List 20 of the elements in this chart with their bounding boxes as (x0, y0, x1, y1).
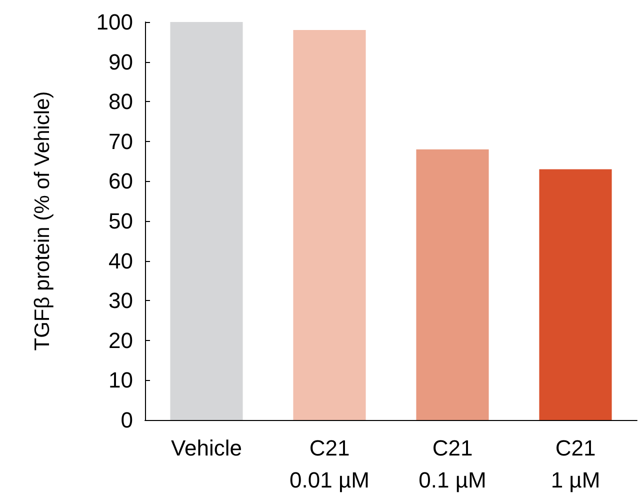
bar (170, 22, 243, 420)
y-tick-label: 90 (108, 49, 133, 74)
y-tick-label: 0 (120, 408, 133, 432)
y-tick-label: 100 (96, 10, 133, 34)
y-tick-label: 70 (108, 128, 133, 154)
bar (539, 169, 612, 420)
y-tick-label: 50 (108, 208, 133, 234)
bar (416, 149, 489, 420)
y-tick-label: 80 (108, 89, 133, 114)
x-tick-label: C21 0.1 µM (418, 436, 486, 492)
bar (293, 30, 366, 420)
y-tick-label: 20 (108, 328, 133, 353)
y-tick-label: 30 (108, 288, 133, 314)
y-tick-label: 40 (108, 248, 133, 274)
x-tick-label: C21 0.01 µM (290, 436, 370, 492)
y-tick-label: 60 (108, 168, 133, 194)
x-tick-label: Vehicle (171, 436, 242, 460)
y-axis-title: TGFβ protein (% of Vehicle) (31, 91, 54, 351)
y-tick-label: 10 (108, 368, 133, 393)
x-tick-label: C21 1 µM (550, 436, 600, 492)
